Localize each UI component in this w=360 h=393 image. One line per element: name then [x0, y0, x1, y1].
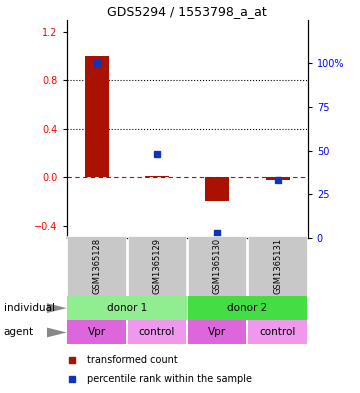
Bar	[67, 296, 186, 320]
Text: GSM1365129: GSM1365129	[153, 238, 162, 294]
Text: Vpr: Vpr	[208, 327, 226, 337]
Text: donor 2: donor 2	[228, 303, 267, 313]
Bar	[127, 237, 186, 296]
Bar	[205, 177, 229, 201]
Text: percentile rank within the sample: percentile rank within the sample	[87, 374, 252, 384]
Text: control: control	[260, 327, 296, 337]
Text: GSM1365130: GSM1365130	[213, 238, 222, 294]
Bar	[145, 176, 169, 177]
Bar	[248, 237, 307, 296]
Bar	[127, 320, 186, 344]
Bar	[266, 177, 290, 180]
Polygon shape	[47, 303, 67, 313]
Bar	[188, 320, 246, 344]
Bar	[248, 320, 307, 344]
Bar	[188, 237, 246, 296]
Bar	[85, 56, 109, 177]
Text: agent: agent	[4, 327, 34, 338]
Bar	[67, 237, 126, 296]
Text: GSM1365128: GSM1365128	[92, 238, 101, 294]
Polygon shape	[47, 327, 67, 338]
Text: individual: individual	[4, 303, 55, 313]
Title: GDS5294 / 1553798_a_at: GDS5294 / 1553798_a_at	[107, 6, 267, 18]
Bar	[188, 296, 307, 320]
Text: transformed count: transformed count	[87, 354, 177, 365]
Bar	[67, 320, 126, 344]
Text: Vpr: Vpr	[88, 327, 106, 337]
Text: GSM1365131: GSM1365131	[273, 238, 282, 294]
Text: control: control	[139, 327, 175, 337]
Text: donor 1: donor 1	[107, 303, 147, 313]
